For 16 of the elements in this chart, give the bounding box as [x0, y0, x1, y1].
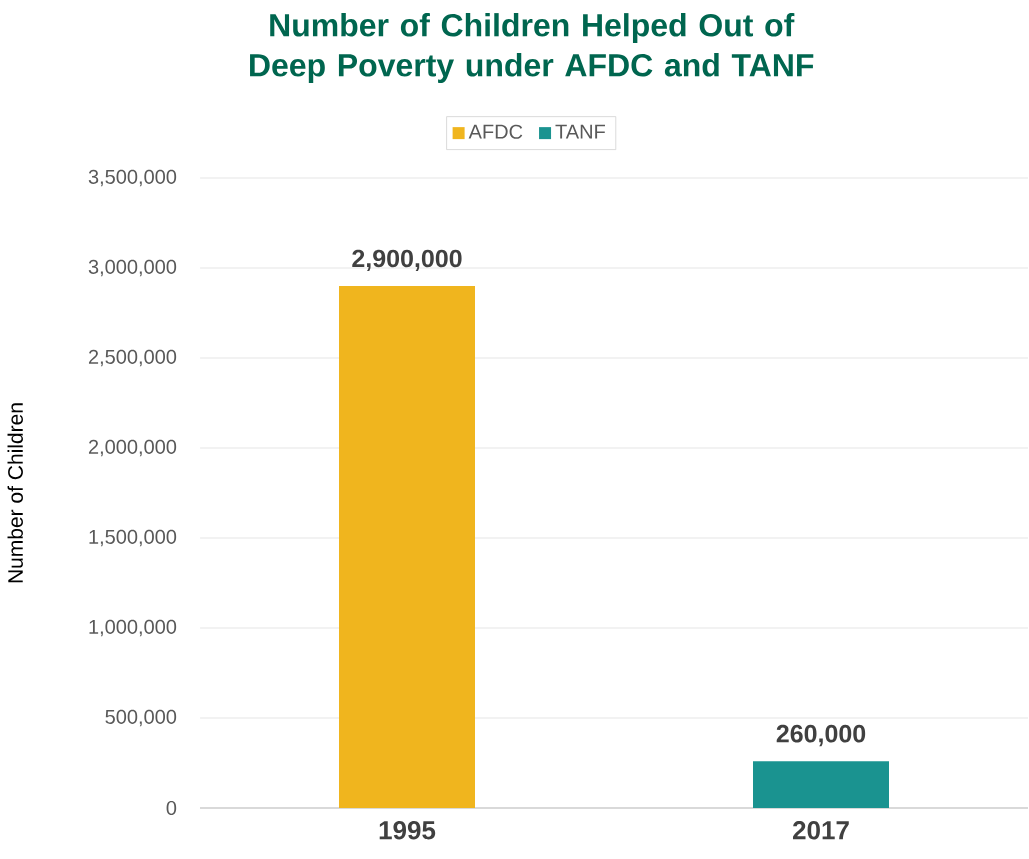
legend-label: TANF	[555, 124, 605, 139]
y-tick-label: 500,000	[105, 709, 177, 727]
legend-label: AFDC	[468, 124, 523, 139]
data-label: 2,900,000	[352, 249, 462, 271]
y-tick-label: 3,000,000	[88, 259, 177, 277]
y-tick-label: 1,500,000	[89, 529, 177, 547]
y-tick-label: 3,500,000	[88, 169, 177, 187]
y-tick-label: 2,500,000	[88, 349, 177, 367]
x-tick-label: 1995	[379, 821, 436, 840]
y-tick-label: 0	[166, 800, 177, 816]
chart-title: Number of Children Helped Out of Deep Poverty under AFDC and TANF	[250, 13, 814, 83]
data-label: 260,000	[776, 724, 866, 747]
y-axis-title: Number of Children	[7, 403, 23, 583]
y-tick-label: 1,000,000	[89, 619, 177, 637]
x-tick-label: 2017	[792, 821, 849, 840]
y-tick-label: 2,000,000	[88, 439, 177, 457]
